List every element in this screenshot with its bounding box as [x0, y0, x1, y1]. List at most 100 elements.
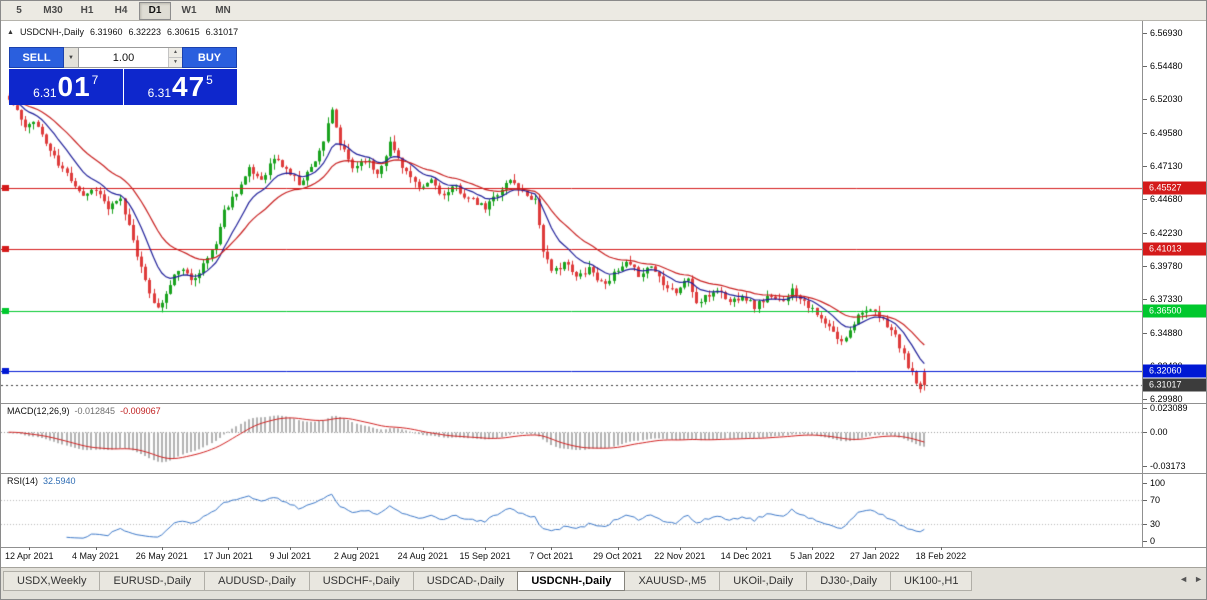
trade-prices-row: 6.31 01 7 6.31 47 5 — [9, 69, 237, 105]
date-axis-label: 15 Sep 2021 — [459, 551, 511, 561]
timeframe-button-mn[interactable]: MN — [215, 5, 231, 16]
date-axis[interactable]: 12 Apr 2021 4 May 2021 26 May 2021 17 Jun 2… — [1, 547, 1206, 567]
date-axis-tick — [290, 547, 292, 550]
rsi-name: RSI(14) — [7, 476, 39, 486]
date-axis-label: 24 Aug 2021 — [397, 551, 449, 561]
ohlc-open-value: 6.31960 — [89, 27, 123, 37]
chart-symbol-label: USDCNH-,Daily — [19, 27, 84, 37]
chart-tab-uk100-h1[interactable]: UK100-,H1 — [890, 571, 973, 591]
price-line-badge[interactable]: 6.45527 — [1143, 181, 1206, 195]
date-axis-tick — [161, 547, 163, 550]
date-axis-tick — [485, 547, 487, 550]
chart-tab-audusd-daily[interactable]: AUDUSD-,Daily — [204, 571, 310, 591]
ohlc-close-value: 6.31017 — [205, 27, 239, 37]
spinner-up-icon[interactable]: ▲ — [169, 48, 182, 57]
date-axis-label: 5 Jan 2022 — [790, 551, 835, 561]
buy-price-sup: 5 — [206, 73, 213, 87]
chart-tab-dj30-daily[interactable]: DJ30-,Daily — [806, 571, 892, 591]
chart-tab-eurusd-daily[interactable]: EURUSD-,Daily — [99, 571, 206, 591]
main-chart-area: ▲ USDCNH-,Daily 6.31960 6.32223 6.30615 … — [1, 21, 1142, 403]
date-axis-label: 29 Oct 2021 — [593, 551, 643, 561]
date-axis-label: 22 Nov 2021 — [654, 551, 706, 561]
ohlc-high-value: 6.32223 — [128, 27, 162, 37]
price-scale-label: 6.44680 — [1143, 194, 1183, 205]
chart-tab-usdcad-daily[interactable]: USDCAD-,Daily — [412, 571, 519, 591]
sell-button[interactable]: SELL — [9, 47, 64, 68]
volume-input[interactable] — [79, 48, 168, 67]
chart-tab-xauusd-m5[interactable]: XAUUSD-,M5 — [624, 571, 721, 591]
date-axis-tick — [746, 547, 748, 550]
timeframe-button-w1[interactable]: W1 — [181, 5, 197, 16]
rsi-scale-label: 70 — [1142, 495, 1161, 506]
chevron-down-icon: ▼ — [68, 54, 74, 61]
trade-controls-row: SELL ▼ ▲ ▼ BUY — [9, 47, 237, 68]
timeframe-button-5[interactable]: 5 — [16, 5, 22, 16]
rsi-scale: 100 70 30 0 — [1142, 473, 1206, 547]
tab-scroll-controls: ◄ ► — [1179, 574, 1203, 584]
price-scale: 6.56930 6.54480 6.52030 6.49580 6.47130 6.446… — [1142, 21, 1206, 405]
chart-tab-ukoil-daily[interactable]: UKOil-,Daily — [719, 571, 808, 591]
volume-spinner: ▲ ▼ — [168, 48, 182, 67]
spinner-down-icon[interactable]: ▼ — [169, 57, 182, 67]
tabs-scroll-right-button[interactable]: ► — [1194, 574, 1203, 584]
chart-tab-strip: USDX,Weekly EURUSD-,Daily AUDUSD-,Daily USD… — [3, 571, 973, 591]
chart-tab-bar: USDX,Weekly EURUSD-,Daily AUDUSD-,Daily USD… — [1, 567, 1206, 599]
sell-price-small: 6.31 — [33, 86, 57, 100]
macd-scale-label: 0.00 — [1143, 427, 1168, 438]
rsi-panel: RSI(14) 32.5940 — [1, 473, 1142, 547]
ohlc-low-value: 6.30615 — [167, 27, 200, 37]
buy-price-big: 47 — [172, 71, 206, 102]
chart-ohlc-header: ▲ USDCNH-,Daily 6.31960 6.32223 6.30615 … — [7, 27, 238, 37]
rsi-panel-divider[interactable] — [1, 473, 1206, 474]
timeframe-button-h4[interactable]: H4 — [114, 5, 128, 16]
sell-price-display[interactable]: 6.31 01 7 — [9, 69, 123, 105]
macd-name: MACD(12,26,9) — [7, 406, 70, 416]
date-axis-label: 9 Jul 2021 — [269, 551, 312, 561]
macd-value-main: -0.012845 — [74, 406, 116, 416]
macd-scale-label: -0.03173 — [1143, 461, 1186, 472]
date-axis-label: 12 Apr 2021 — [4, 551, 54, 561]
timeframe-button-d1[interactable]: D1 — [139, 1, 171, 20]
macd-canvas[interactable] — [1, 403, 1142, 473]
date-axis-tick — [29, 547, 31, 550]
buy-price-display[interactable]: 6.31 47 5 — [123, 69, 237, 105]
current-price-badge[interactable]: 6.31017 — [1143, 378, 1206, 392]
date-axis-tick — [812, 547, 814, 550]
buy-button[interactable]: BUY — [182, 47, 237, 68]
date-axis-label: 2 Aug 2021 — [333, 551, 380, 561]
date-axis-tick — [679, 547, 681, 550]
price-scale-label: 6.52030 — [1143, 94, 1183, 105]
rsi-label: RSI(14) 32.5940 — [7, 476, 76, 486]
price-scale-label: 6.34880 — [1143, 327, 1183, 338]
macd-label: MACD(12,26,9) -0.012845 -0.009067 — [7, 406, 161, 416]
price-scale-label: 6.42230 — [1143, 227, 1183, 238]
sell-price-big: 01 — [57, 71, 91, 102]
timeframe-button-h1[interactable]: H1 — [80, 5, 94, 16]
rsi-canvas[interactable] — [1, 473, 1142, 547]
buy-price-small: 6.31 — [147, 86, 171, 100]
macd-scale: 0.023089 0.00 -0.03173 — [1142, 403, 1206, 473]
price-line-badge[interactable]: 6.41013 — [1143, 242, 1206, 256]
date-axis-tick — [422, 547, 424, 550]
timeframe-button-m30[interactable]: M30 — [43, 5, 63, 16]
date-axis-tick — [551, 547, 553, 550]
rsi-scale-label: 30 — [1142, 518, 1161, 529]
chart-tab-usdx-weekly[interactable]: USDX,Weekly — [3, 571, 101, 591]
price-scale-label: 6.56930 — [1143, 27, 1183, 38]
tabs-scroll-left-button[interactable]: ◄ — [1179, 574, 1189, 584]
price-scale-label: 6.54480 — [1143, 61, 1183, 72]
date-axis-tick — [356, 547, 358, 550]
chart-tab-usdchf-daily[interactable]: USDCHF-,Daily — [308, 571, 414, 591]
macd-panel-divider[interactable] — [1, 403, 1206, 404]
axis-divider — [1, 547, 1206, 548]
rsi-value: 32.5940 — [43, 476, 76, 486]
price-line-badge[interactable]: 6.36500 — [1143, 304, 1206, 318]
one-click-trading-panel: SELL ▼ ▲ ▼ BUY 6.31 01 7 — [9, 47, 237, 105]
chart-tab-usdcnh-daily[interactable]: USDCNH-,Daily — [517, 571, 626, 591]
volume-dropdown-button[interactable]: ▼ — [64, 47, 79, 68]
collapse-arrow-icon[interactable]: ▲ — [7, 28, 14, 36]
date-axis-label: 4 May 2021 — [72, 551, 120, 561]
price-scale-label: 6.29980 — [1143, 394, 1183, 405]
date-axis-label: 18 Feb 2022 — [915, 551, 967, 561]
price-line-badge[interactable]: 6.32060 — [1143, 364, 1206, 378]
